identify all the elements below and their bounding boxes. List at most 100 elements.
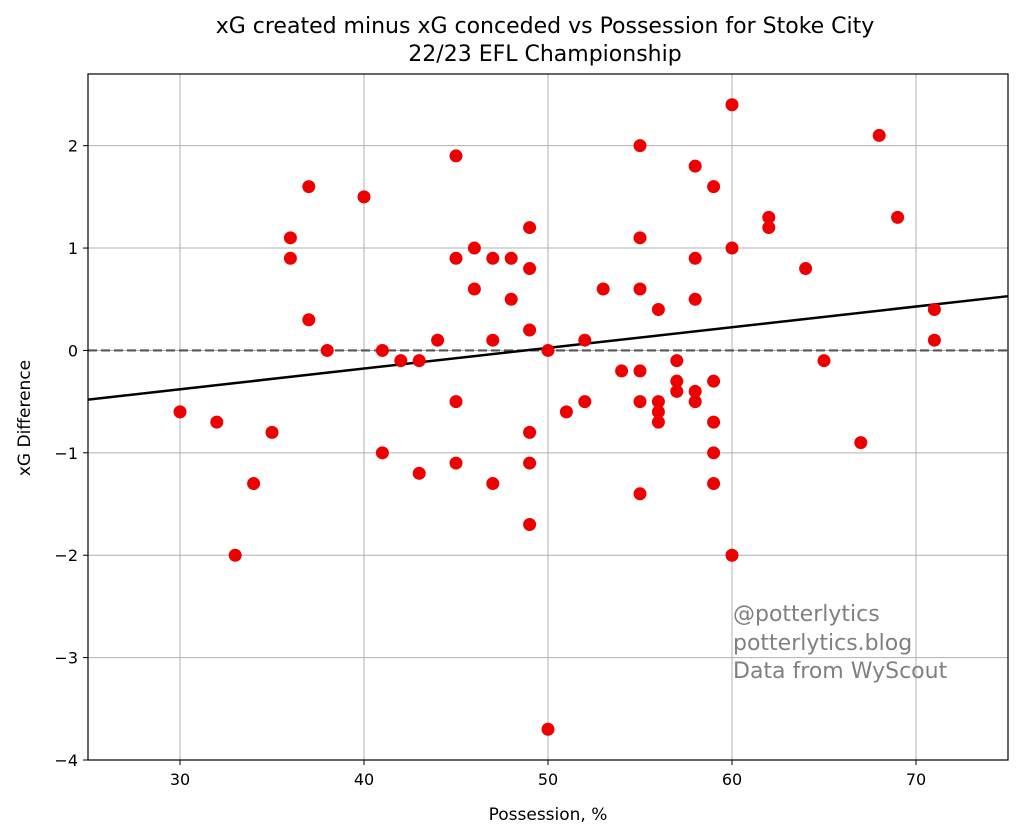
data-point: [615, 364, 629, 378]
data-point: [633, 395, 647, 409]
data-point: [799, 262, 813, 276]
annotation-blog: potterlytics.blog: [733, 631, 912, 656]
scatter-points: [173, 98, 941, 736]
data-point: [725, 548, 739, 562]
data-point: [449, 395, 463, 409]
data-point: [283, 231, 297, 245]
data-point: [302, 313, 316, 327]
data-point: [449, 251, 463, 265]
data-point: [688, 384, 702, 398]
data-point: [283, 251, 297, 265]
data-point: [523, 262, 537, 276]
data-point: [688, 251, 702, 265]
y-tick-label: −4: [54, 751, 78, 770]
data-point: [449, 456, 463, 470]
data-point: [523, 456, 537, 470]
data-point: [651, 405, 665, 419]
data-point: [596, 282, 610, 296]
data-point: [670, 354, 684, 368]
x-axis-ticks: 30 40 50 60 70: [170, 760, 926, 789]
data-point: [541, 722, 555, 736]
x-axis-label: Possession, %: [489, 805, 608, 825]
data-point: [707, 374, 721, 388]
y-tick-label: −1: [54, 444, 78, 463]
y-tick-label: −3: [54, 649, 78, 668]
data-point: [210, 415, 224, 429]
data-point: [633, 487, 647, 501]
data-point: [578, 333, 592, 347]
data-point: [633, 231, 647, 245]
x-tick-label: 30: [170, 770, 190, 789]
data-point: [688, 159, 702, 173]
data-point: [523, 425, 537, 439]
data-point: [817, 354, 831, 368]
data-point: [486, 477, 500, 491]
data-point: [320, 343, 334, 357]
grid-lines: [88, 74, 1008, 761]
y-tick-label: 2: [68, 137, 78, 156]
data-point: [486, 251, 500, 265]
y-tick-label: −2: [54, 546, 78, 565]
data-point: [651, 395, 665, 409]
y-axis-label: xG Difference: [15, 360, 35, 476]
data-point: [762, 221, 776, 235]
data-point: [670, 374, 684, 388]
data-point: [670, 384, 684, 398]
data-point: [431, 333, 445, 347]
y-tick-label: 1: [68, 239, 78, 258]
data-point: [523, 518, 537, 532]
data-point: [707, 180, 721, 194]
data-point: [891, 210, 905, 224]
data-point: [173, 405, 187, 419]
annotation-source: Data from WyScout: [733, 659, 948, 684]
data-point: [578, 395, 592, 409]
annotation-handle: @potterlytics: [733, 602, 880, 627]
data-point: [467, 282, 481, 296]
data-point: [247, 477, 261, 491]
x-tick-label: 70: [906, 770, 926, 789]
data-point: [872, 128, 886, 142]
data-point: [375, 446, 389, 460]
data-point: [707, 446, 721, 460]
data-point: [486, 333, 500, 347]
data-point: [633, 282, 647, 296]
data-point: [228, 548, 242, 562]
data-point: [725, 98, 739, 112]
data-point: [412, 466, 426, 480]
data-point: [651, 415, 665, 429]
data-point: [927, 333, 941, 347]
x-tick-label: 40: [354, 770, 374, 789]
data-point: [394, 354, 408, 368]
data-point: [302, 180, 316, 194]
data-point: [449, 149, 463, 163]
data-point: [559, 405, 573, 419]
data-point: [854, 436, 868, 450]
data-point: [651, 302, 665, 316]
x-tick-label: 50: [538, 770, 558, 789]
data-point: [633, 139, 647, 153]
data-point: [504, 292, 518, 306]
data-point: [633, 364, 647, 378]
data-point: [688, 395, 702, 409]
data-point: [707, 477, 721, 491]
data-point: [707, 415, 721, 429]
data-point: [467, 241, 481, 255]
data-point: [762, 210, 776, 224]
data-point: [725, 241, 739, 255]
data-point: [688, 292, 702, 306]
y-tick-label: 0: [68, 341, 78, 360]
data-point: [504, 251, 518, 265]
y-axis-ticks: −4 −3 −2 −1 0 1 2: [54, 137, 88, 770]
chart-subtitle: 22/23 EFL Championship: [408, 42, 681, 67]
data-point: [375, 343, 389, 357]
data-point: [357, 190, 371, 204]
data-point: [412, 354, 426, 368]
x-tick-label: 60: [722, 770, 742, 789]
data-point: [523, 323, 537, 337]
chart-title: xG created minus xG conceded vs Possessi…: [216, 14, 875, 39]
data-point: [927, 302, 941, 316]
data-point: [523, 221, 537, 235]
data-point: [541, 343, 555, 357]
data-point: [265, 425, 279, 439]
